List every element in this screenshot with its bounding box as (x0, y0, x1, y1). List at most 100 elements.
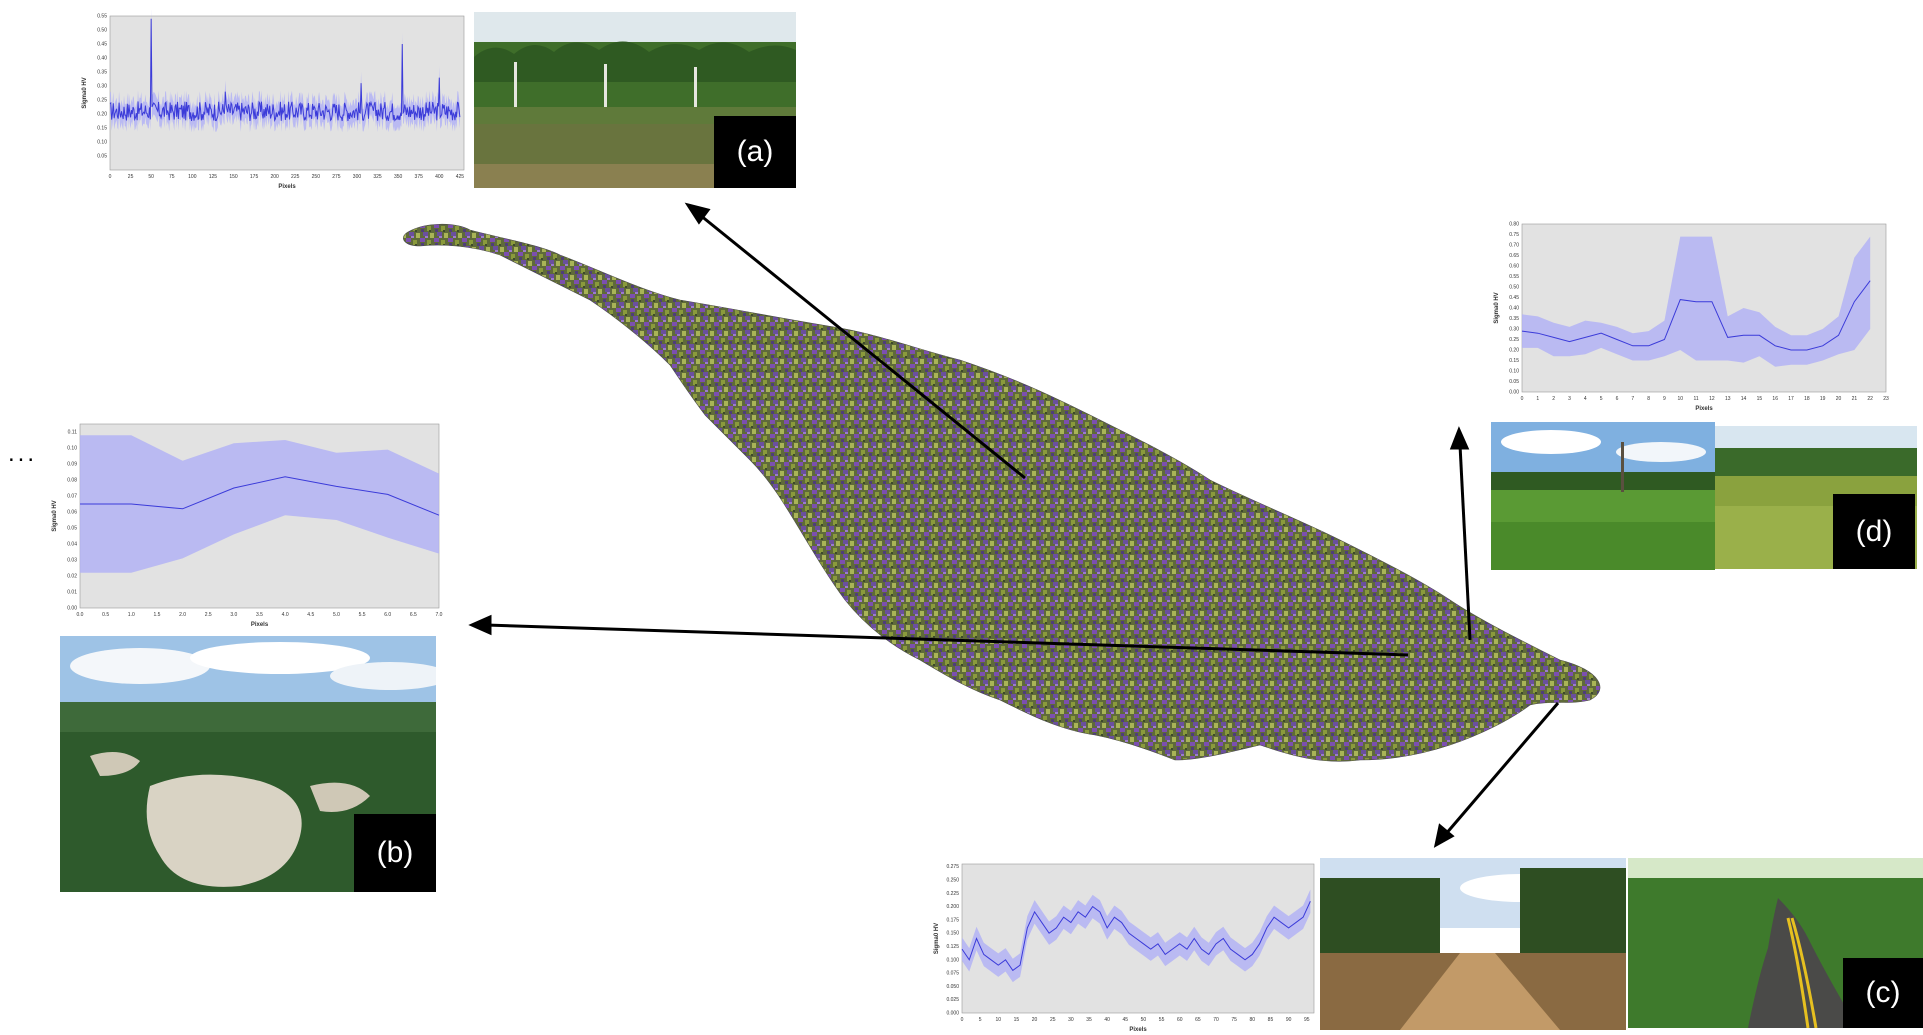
x-tick-label: 0 (1521, 396, 1524, 402)
x-tick-label: 23 (1883, 396, 1889, 402)
y-tick-label: 0.20 (97, 112, 107, 118)
x-tick-label: 0.5 (102, 612, 109, 618)
y-tick-label: 0.15 (97, 126, 107, 132)
y-tick-label: 0.08 (67, 478, 77, 484)
x-tick-label: 10 (996, 1017, 1002, 1023)
x-tick-label: 45 (1123, 1017, 1129, 1023)
y-tick-label: 0.10 (97, 140, 107, 146)
ellipsis-text: ... (8, 440, 38, 467)
y-tick-label: 0.225 (946, 891, 959, 897)
x-tick-label: 50 (1141, 1017, 1147, 1023)
y-tick-label: 0.250 (946, 877, 959, 883)
y-tick-label: 0.025 (946, 997, 959, 1003)
chart-c: 0 5 10 15 20 25 30 35 40 45 50 55 60 65 70 75 80 85 90 95 0.… (930, 858, 1318, 1035)
y-tick-label: 0.100 (946, 957, 959, 963)
x-tick-label: 4 (1584, 396, 1587, 402)
y-tick-label: 0.03 (67, 558, 77, 564)
x-tick-label: 0 (109, 174, 112, 180)
y-tick-label: 0.05 (1509, 379, 1519, 385)
x-tick-label: 55 (1159, 1017, 1165, 1023)
photo-a-forest-lake: (a) (474, 12, 796, 188)
x-tick-label: 16 (1772, 396, 1778, 402)
y-tick-label: 0.55 (1509, 274, 1519, 280)
x-tick-label: 80 (1250, 1017, 1256, 1023)
x-tick-label: 12 (1709, 396, 1715, 402)
y-tick-label: 0.20 (1509, 348, 1519, 354)
x-tick-label: 75 (169, 174, 175, 180)
x-tick-label: 18 (1804, 396, 1810, 402)
y-tick-label: 0.075 (946, 971, 959, 977)
x-tick-label: 60 (1177, 1017, 1183, 1023)
x-tick-label: 20 (1836, 396, 1842, 402)
x-tick-label: 125 (209, 174, 218, 180)
x-tick-label: 19 (1820, 396, 1826, 402)
y-axis-label: Sigma0 HV (1494, 292, 1500, 323)
chart-a: 0 25 50 75 100 125 150 175 200 225 250 275 300 325 350… (78, 10, 468, 192)
x-tick-label: 150 (229, 174, 238, 180)
y-tick-label: 0.10 (1509, 369, 1519, 375)
x-tick-label: 1.5 (153, 612, 160, 618)
chart-d: 0 1 2 3 4 5 6 7 8 9 10 11 12 13 14 15 16 17 18 19 20 21 22 23 0.… (1490, 218, 1890, 414)
y-tick-label: 0.05 (67, 526, 77, 532)
y-tick-label: 0.25 (97, 98, 107, 104)
x-tick-label: 5 (1600, 396, 1603, 402)
y-tick-label: 0.45 (1509, 295, 1519, 301)
x-tick-label: 3.5 (256, 612, 263, 618)
x-tick-label: 4.0 (282, 612, 289, 618)
y-tick-label: 0.25 (1509, 337, 1519, 343)
x-tick-label: 14 (1741, 396, 1747, 402)
y-tick-label: 0.200 (946, 904, 959, 910)
x-tick-label: 0.0 (77, 612, 84, 618)
y-tick-label: 0.40 (1509, 306, 1519, 312)
x-tick-label: 75 (1231, 1017, 1237, 1023)
y-tick-label: 0.65 (1509, 253, 1519, 259)
confidence-band (110, 10, 460, 133)
y-tick-label: 0.15 (1509, 358, 1519, 364)
chart-b: 0.0 0.5 1.0 1.5 2.0 2.5 3.0 3.5 4.0 4.5 5.0 5.5 6.0 6… (48, 418, 443, 630)
y-tick-label: 0.30 (97, 84, 107, 90)
label-d: (d) (1833, 494, 1915, 569)
y-tick-label: 0.01 (67, 590, 77, 596)
mean-line (80, 476, 440, 516)
confidence-band (80, 435, 439, 573)
x-tick-label: 100 (188, 174, 197, 180)
x-axis-label: Pixels (1129, 1027, 1147, 1033)
y-tick-label: 0.60 (1509, 264, 1519, 270)
x-tick-label: 300 (353, 174, 362, 180)
y-tick-label: 0.000 (946, 1011, 959, 1017)
plot-area (109, 15, 465, 171)
x-tick-label: 2 (1552, 396, 1555, 402)
y-tick-label: 0.02 (67, 574, 77, 580)
y-axis-label: Sigma0 HV (82, 77, 88, 108)
y-tick-label: 0.175 (946, 917, 959, 923)
x-tick-label: 425 (456, 174, 465, 180)
y-tick-label: 0.09 (67, 462, 77, 468)
photo-c-dirt-road (1320, 858, 1626, 1030)
y-tick-label: 0.50 (1509, 285, 1519, 291)
x-tick-label: 375 (415, 174, 424, 180)
photo-c-paved-road: (c) (1628, 858, 1923, 1028)
x-tick-label: 17 (1788, 396, 1794, 402)
x-tick-label: 7 (1631, 396, 1634, 402)
x-axis-label: Pixels (278, 184, 296, 190)
x-tick-label: 11 (1693, 396, 1698, 402)
label-a: (a) (714, 116, 796, 188)
x-tick-label: 15 (1757, 396, 1763, 402)
x-tick-label: 3.0 (230, 612, 237, 618)
y-tick-label: 0.05 (97, 154, 107, 160)
y-tick-label: 0.00 (1509, 390, 1519, 396)
y-tick-label: 0.35 (1509, 316, 1519, 322)
y-axis-label: Sigma0 HV (52, 500, 58, 531)
x-tick-label: 95 (1304, 1017, 1310, 1023)
river-basin-map (403, 223, 1601, 762)
y-tick-label: 0.07 (67, 494, 77, 500)
y-tick-label: 0.75 (1509, 232, 1519, 238)
x-tick-label: 325 (373, 174, 382, 180)
x-tick-label: 6.0 (384, 612, 391, 618)
x-tick-label: 85 (1268, 1017, 1274, 1023)
x-tick-label: 3 (1568, 396, 1571, 402)
y-tick-label: 0.11 (68, 430, 78, 436)
x-tick-label: 10 (1677, 396, 1683, 402)
x-tick-label: 6 (1616, 396, 1619, 402)
photo-b-mining-clearing: (b) (60, 636, 436, 892)
